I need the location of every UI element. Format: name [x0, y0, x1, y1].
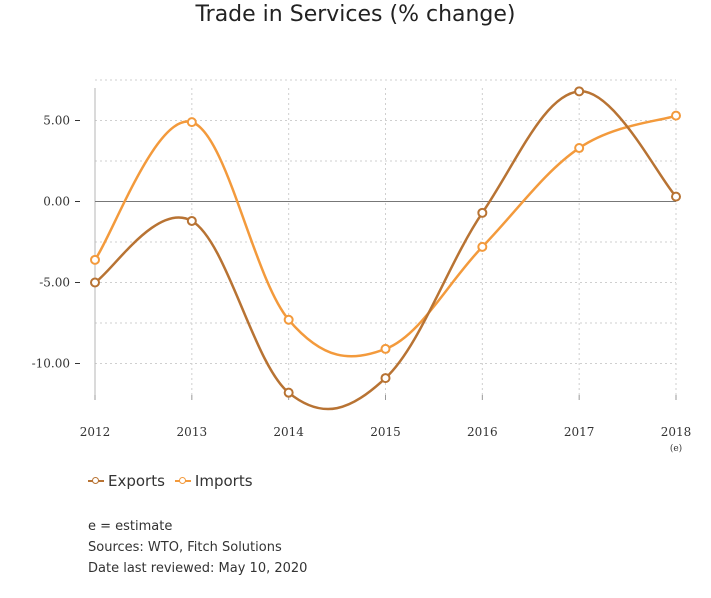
data-point-imports: [186, 117, 197, 128]
x-tick-label: 2012: [80, 425, 111, 439]
series-line-imports: [93, 114, 677, 358]
data-point-exports: [283, 387, 294, 398]
legend-label-imports: Imports: [194, 472, 253, 490]
note-estimate: e = estimate: [88, 519, 173, 534]
note-reviewed: Date last reviewed: May 10, 2020: [88, 561, 308, 576]
x-tick-label: 2014: [273, 425, 304, 439]
data-point-exports: [574, 86, 585, 97]
grid-layer: [95, 79, 677, 395]
axis-layer: [75, 88, 677, 400]
y-tick-label: -10.00: [32, 357, 70, 371]
x-tick-label: 2013: [177, 425, 208, 439]
legend-swatch-imports: [174, 475, 191, 487]
chart-title: Trade in Services (% change): [195, 2, 516, 27]
data-point-imports: [574, 143, 585, 154]
data-point-exports: [90, 277, 100, 288]
legend: Exports Imports: [88, 472, 263, 490]
data-point-imports: [90, 254, 100, 265]
series-layer: [90, 86, 681, 411]
legend-swatch-exports: [88, 475, 104, 487]
data-point-exports: [380, 373, 391, 384]
legend-label-exports: Exports: [108, 472, 165, 490]
data-point-exports: [477, 207, 488, 218]
legend-item-exports[interactable]: Exports: [88, 472, 165, 490]
y-tick-label: -5.00: [39, 276, 70, 290]
line-chart: 5.00 0.00 -5.00 -10.00 2012 2013 2014 2015 2016 2…: [32, 79, 692, 455]
data-point-imports: [477, 241, 488, 252]
data-point-exports: [671, 191, 681, 202]
x-tick-label: 2016: [467, 425, 498, 439]
y-tick-label: 5.00: [43, 114, 70, 128]
data-point-exports: [186, 215, 197, 226]
legend-item-imports[interactable]: Imports: [174, 472, 253, 490]
x-tick-label: 2015: [370, 425, 401, 439]
x-tick-label: 2018: [661, 425, 692, 439]
data-point-imports: [380, 343, 391, 354]
note-sources: Sources: WTO, Fitch Solutions: [88, 540, 282, 555]
data-point-imports: [671, 110, 681, 121]
x-tick-sublabel: (e): [670, 443, 682, 454]
x-tick-label: 2017: [564, 425, 595, 439]
data-point-imports: [283, 314, 294, 325]
chart-notes: e = estimate Sources: WTO, Fitch Solutio…: [88, 516, 307, 579]
y-tick-label: 0.00: [43, 195, 70, 209]
label-layer: 5.00 0.00 -5.00 -10.00 2012 2013 2014 2015 2016 2…: [32, 114, 692, 455]
